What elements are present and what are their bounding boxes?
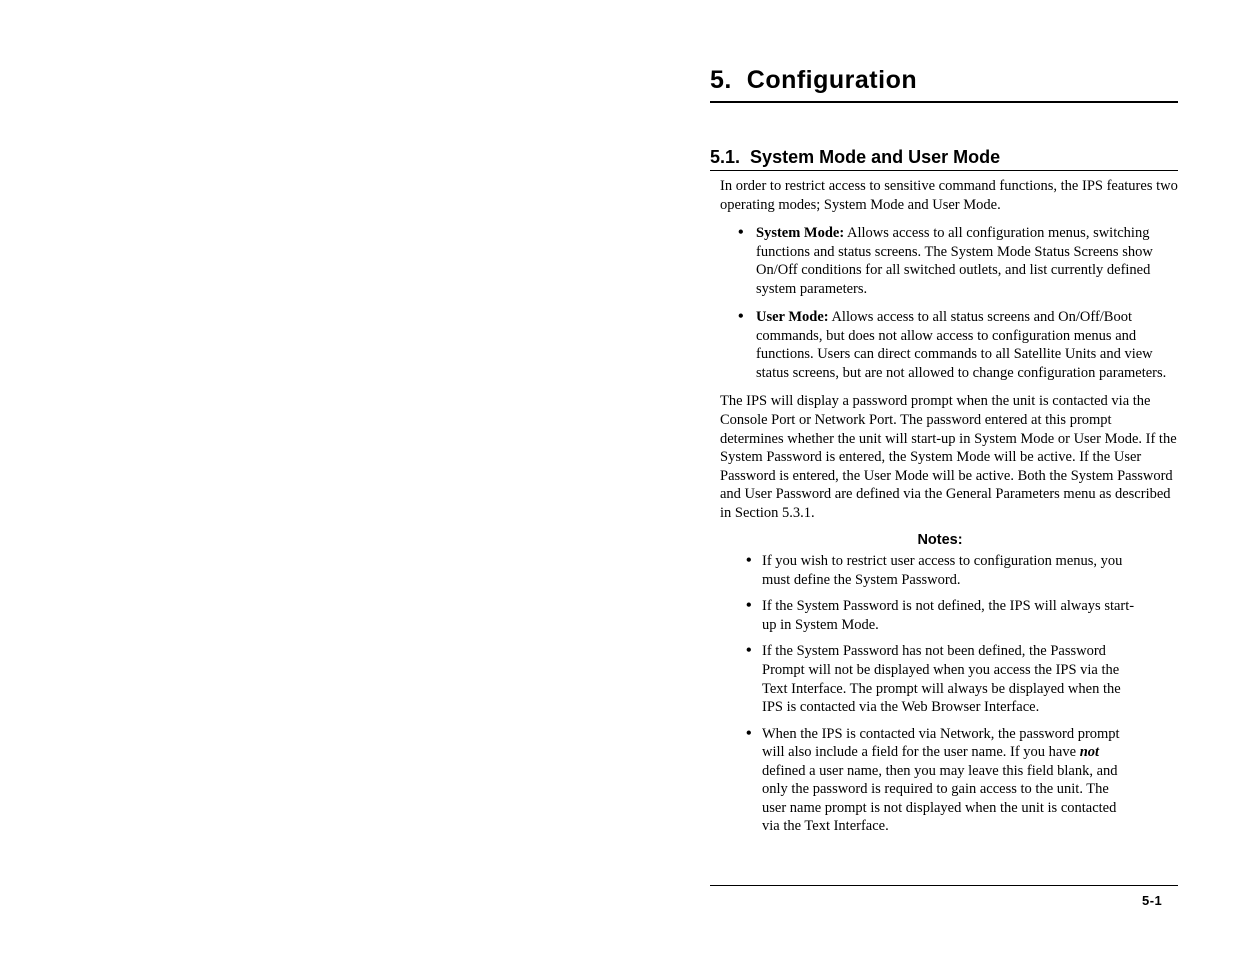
document-page: 5. Configuration 5.1. System Mode and Us… bbox=[710, 66, 1178, 844]
mode-label: User Mode: bbox=[756, 309, 829, 325]
mode-list: System Mode: Allows access to all config… bbox=[710, 224, 1178, 382]
body-paragraph: The IPS will display a password prompt w… bbox=[720, 392, 1178, 522]
note-emphasis: not bbox=[1080, 744, 1099, 760]
page-number: 5-1 bbox=[1142, 893, 1162, 908]
notes-block: Notes: If you wish to restrict user acce… bbox=[744, 532, 1136, 836]
list-item: If you wish to restrict user access to c… bbox=[744, 552, 1136, 589]
list-item: If the System Password has not been defi… bbox=[744, 642, 1136, 716]
notes-list: If you wish to restrict user access to c… bbox=[744, 552, 1136, 836]
chapter-number: 5. bbox=[710, 66, 732, 94]
chapter-title: 5. Configuration bbox=[710, 66, 1178, 97]
note-text: defined a user name, then you may leave … bbox=[762, 763, 1118, 835]
section-number: 5.1. bbox=[710, 147, 740, 167]
note-text: When the IPS is contacted via Network, t… bbox=[762, 726, 1120, 761]
mode-label: System Mode: bbox=[756, 225, 844, 241]
notes-heading: Notes: bbox=[744, 532, 1136, 548]
intro-paragraph: In order to restrict access to sensitive… bbox=[720, 177, 1178, 214]
chapter-rule bbox=[710, 101, 1178, 103]
chapter-name: Configuration bbox=[747, 66, 917, 94]
footer-rule bbox=[710, 885, 1178, 886]
list-item: User Mode: Allows access to all status s… bbox=[736, 308, 1178, 382]
list-item: If the System Password is not defined, t… bbox=[744, 597, 1136, 634]
list-item: When the IPS is contacted via Network, t… bbox=[744, 725, 1136, 836]
section-rule bbox=[710, 170, 1178, 171]
list-item: System Mode: Allows access to all config… bbox=[736, 224, 1178, 298]
section-name: System Mode and User Mode bbox=[750, 147, 1000, 167]
section-title: 5.1. System Mode and User Mode bbox=[710, 147, 1178, 168]
